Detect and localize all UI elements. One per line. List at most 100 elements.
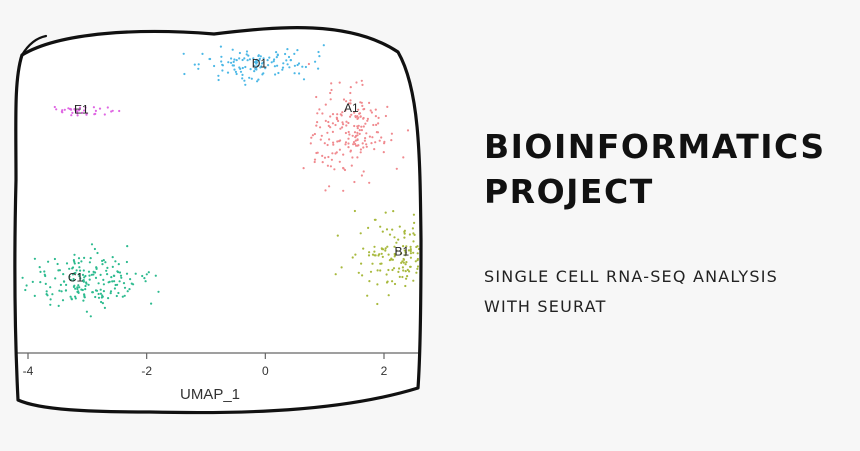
point-A1 [356,134,359,137]
point-A1 [335,151,338,154]
point-C1 [125,272,129,275]
point-D1 [285,59,288,62]
point-C1 [49,286,52,289]
point-E1 [110,110,113,113]
point-B1 [384,247,387,250]
point-B1 [403,236,406,239]
point-A1 [328,138,331,141]
point-D1 [255,68,258,71]
point-C1 [116,283,119,286]
point-D1 [221,63,224,66]
point-A1 [368,135,371,138]
point-A1 [319,138,322,141]
point-C1 [76,286,79,289]
point-C1 [43,270,46,273]
point-B1 [340,266,343,269]
point-C1 [101,294,104,297]
point-C1 [105,269,108,272]
point-D1 [233,58,236,61]
point-A1 [353,124,356,128]
point-B1 [409,248,412,251]
point-A1 [328,185,331,188]
point-B1 [381,255,384,258]
point-D1 [317,50,320,54]
point-C1 [125,260,128,264]
point-D1 [233,68,236,71]
point-B1 [412,213,415,216]
point-C1 [43,273,46,276]
point-C1 [145,273,148,276]
title-block: BIOINFORMATICS PROJECT SINGLE CELL RNA-S… [484,124,854,322]
point-D1 [257,54,260,58]
point-C1 [74,287,77,290]
point-D1 [268,56,271,59]
point-C1 [91,291,94,294]
point-D1 [197,67,200,70]
point-B1 [428,247,430,249]
point-C1 [88,274,91,277]
point-D1 [227,61,230,64]
point-C1 [45,290,48,293]
point-C1 [73,260,76,263]
point-A1 [360,79,363,82]
point-A1 [360,174,363,177]
point-A1 [366,117,369,120]
point-D1 [220,55,223,58]
point-D1 [248,58,251,61]
point-B1 [432,244,434,246]
point-D1 [281,68,284,71]
umap-plot: -4 -2 0 2 A1 B1 C1 D1 E1 UMAP_1 [13,26,434,415]
point-D1 [244,83,247,86]
x-axis-title: UMAP_1 [180,386,240,403]
point-D1 [264,67,267,70]
point-B1 [377,254,380,257]
point-C1 [71,267,74,270]
point-C1 [78,273,81,276]
point-D1 [230,61,233,64]
point-A1 [370,142,373,145]
point-D1 [235,59,238,62]
point-A1 [329,115,332,118]
point-C1 [107,281,110,284]
point-C1 [100,296,103,299]
point-E1 [94,109,97,112]
point-B1 [336,234,339,237]
point-D1 [231,48,234,51]
point-C1 [33,294,36,297]
point-A1 [313,160,316,164]
point-C1 [21,276,24,279]
point-B1 [401,275,404,279]
point-A1 [359,115,362,118]
point-C1 [88,261,91,264]
point-A1 [351,134,354,137]
point-A1 [378,139,381,142]
point-D1 [197,63,200,66]
point-A1 [321,112,324,115]
point-D1 [318,55,321,58]
point-A1 [329,98,332,101]
point-A1 [338,148,341,151]
point-B1 [334,273,337,276]
point-A1 [345,124,348,127]
point-B1 [416,267,419,270]
point-C1 [80,260,83,263]
point-B1 [369,270,373,273]
point-B1 [412,232,415,235]
point-D1 [256,80,259,83]
point-B1 [409,252,412,255]
point-D1 [275,51,278,54]
point-A1 [344,143,347,146]
point-C1 [97,292,100,296]
point-A1 [377,122,380,125]
point-A1 [307,62,310,66]
point-B1 [423,263,425,265]
point-D1 [238,66,241,69]
point-A1 [364,137,367,140]
point-A1 [354,136,357,139]
point-D1 [287,55,291,59]
point-E1 [103,113,106,116]
point-A1 [338,81,341,84]
point-D1 [246,59,249,62]
point-B1 [385,228,389,231]
point-C1 [74,271,77,275]
